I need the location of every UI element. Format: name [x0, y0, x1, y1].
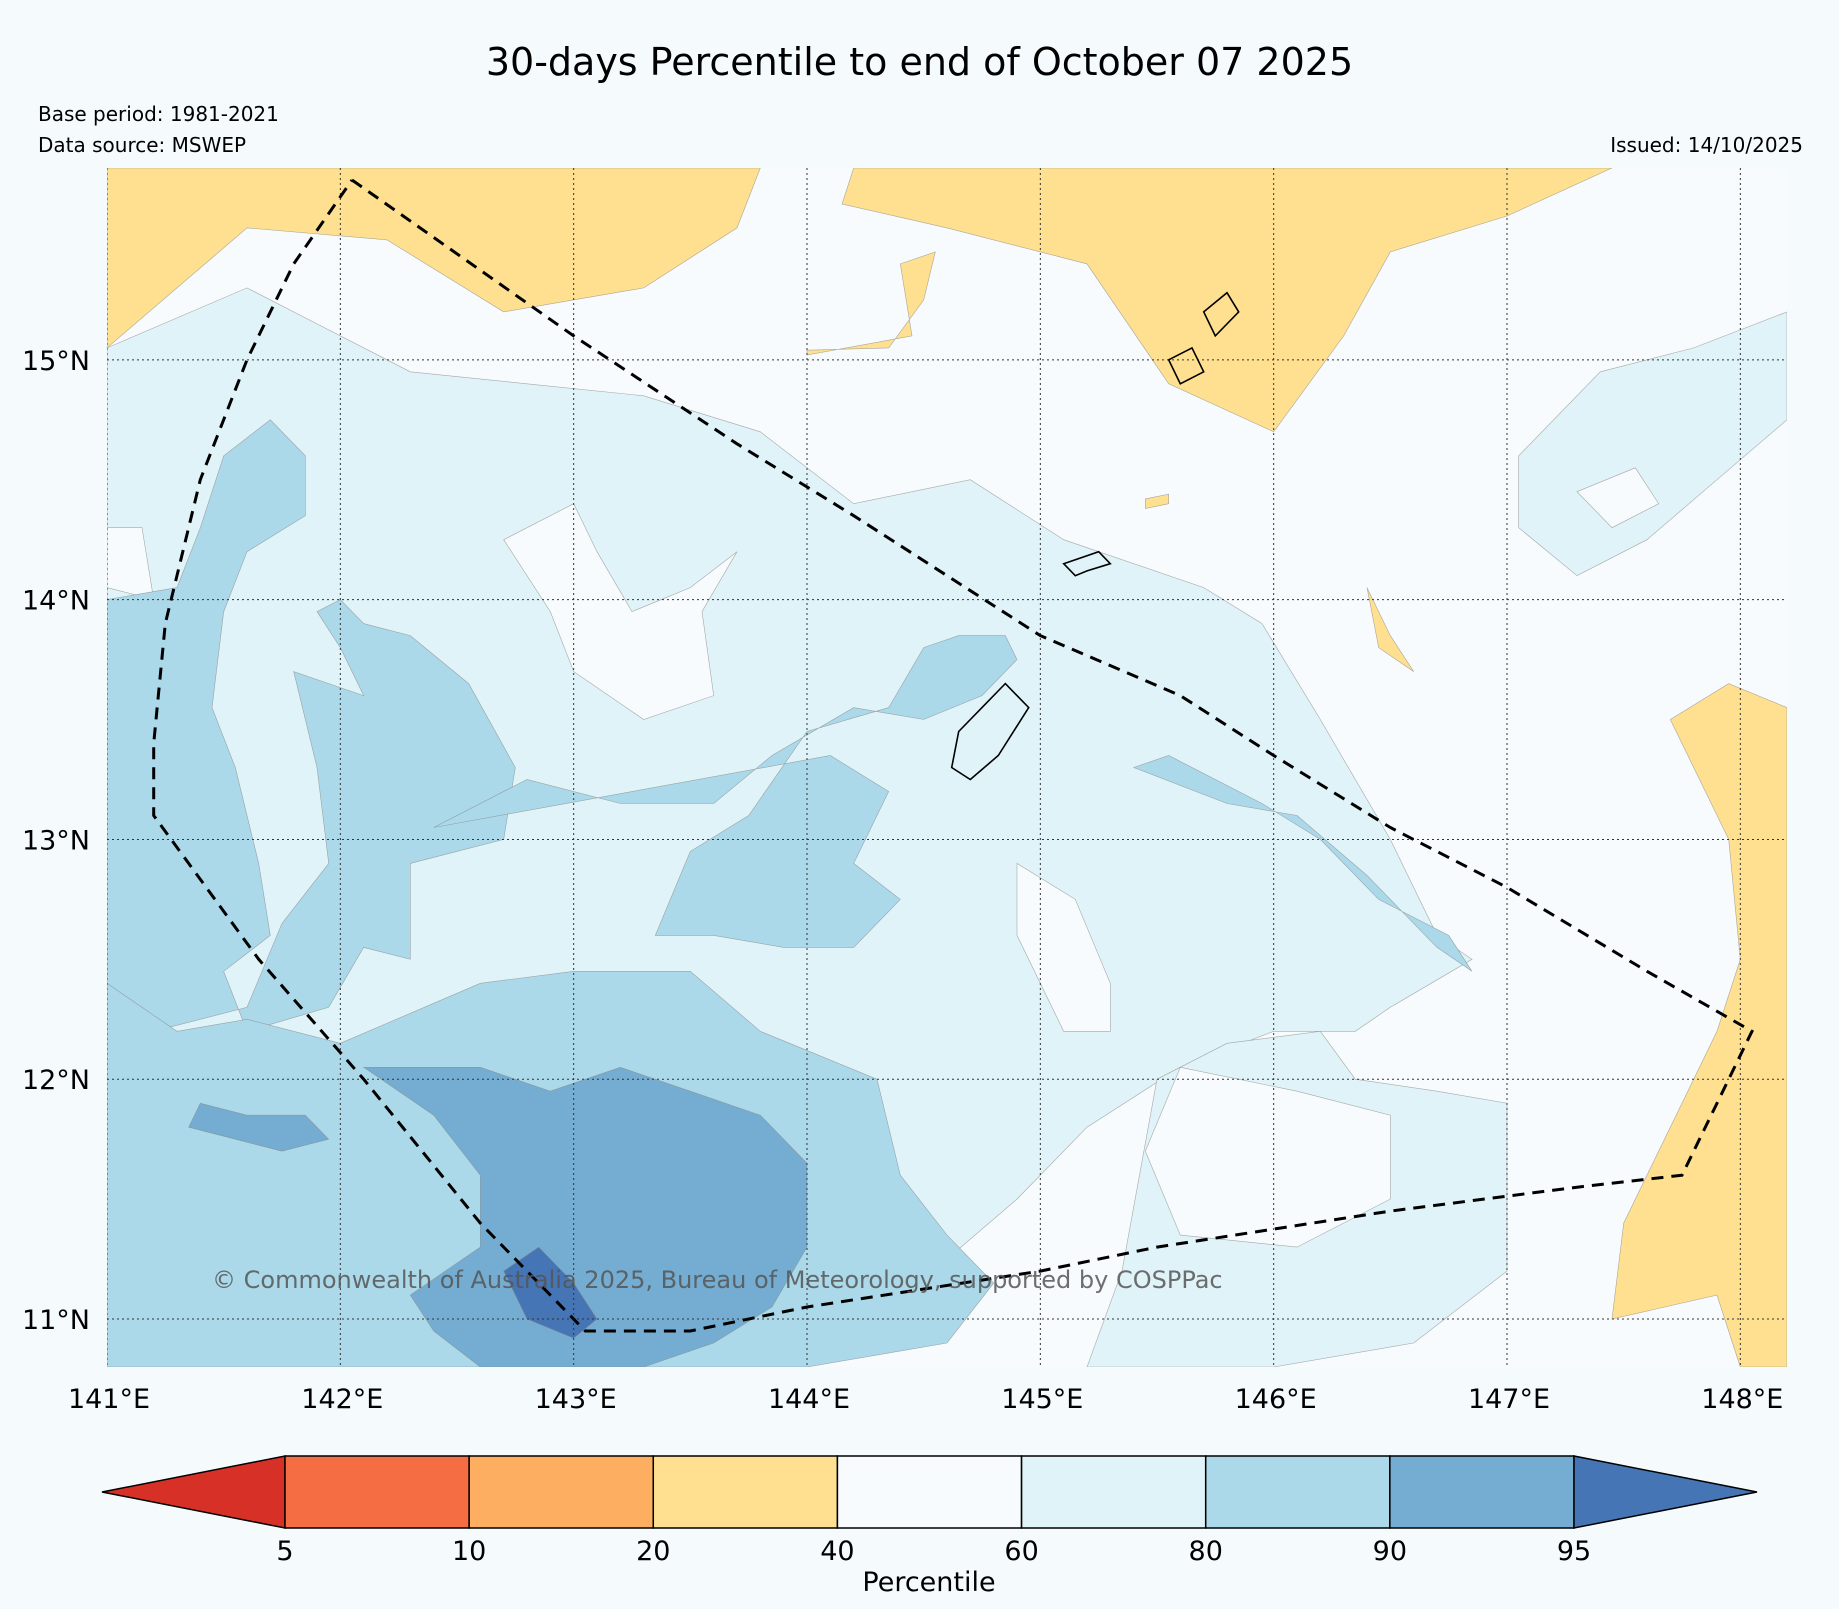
zone-heavy-east: [1132, 755, 1473, 972]
graticule: [107, 168, 1787, 1367]
map-title: 30-days Percentile to end of October 07 …: [485, 40, 1354, 84]
base-period: Base period: 1981-2021: [38, 102, 279, 126]
colorbar-segment: [1204, 1455, 1391, 1529]
colorbar-tick-label: 60: [1004, 1536, 1038, 1567]
colorbar-segment: [836, 1455, 1023, 1529]
zone-very-heavy-south: [188, 1102, 330, 1152]
lat-tick-label: 14°N: [22, 586, 90, 617]
colorbar-tick-label: 90: [1373, 1536, 1407, 1567]
longitude-labels: 141°E 142°E 143°E 144°E 145°E 146°E 147°E 148°E: [68, 1384, 1783, 1415]
region-boundary-dashed: [152, 178, 1754, 1333]
zone-normal-center-east: [1016, 862, 1111, 1032]
issued-date: Issued: 14/10/2025: [1610, 133, 1803, 157]
colorbar-tick-label: 20: [636, 1536, 670, 1567]
zone-dry-patch-east: [1366, 587, 1414, 672]
colorbar-tick-label: 80: [1189, 1536, 1223, 1567]
colorbar-segment: [652, 1455, 839, 1529]
colorbar-extend-high: [1573, 1455, 1758, 1529]
colorbar-segment: [284, 1455, 470, 1529]
colorbar: 5 10 20 40 60 80 90 95: [101, 1455, 1758, 1567]
colorbar-segment: [1389, 1455, 1575, 1529]
colorbar-segment: [468, 1455, 655, 1529]
zone-dry-patch-north-island: [1145, 493, 1169, 509]
colorbar-tick-label: 5: [276, 1536, 293, 1567]
percentile-zones: [107, 168, 1787, 1367]
lon-tick-label: 143°E: [535, 1384, 617, 1415]
colorbar-tick-label: 95: [1557, 1536, 1591, 1567]
lon-tick-label: 142°E: [301, 1384, 383, 1415]
lon-tick-label: 145°E: [1001, 1384, 1083, 1415]
lon-tick-label: 148°E: [1701, 1384, 1783, 1415]
zone-dry-band-north-east: [841, 168, 1613, 433]
lat-tick-label: 11°N: [22, 1305, 90, 1336]
lon-tick-label: 144°E: [768, 1384, 850, 1415]
colorbar-tick-label: 40: [820, 1536, 854, 1567]
lat-tick-label: 13°N: [22, 825, 90, 856]
colorbar-segment: [1020, 1455, 1207, 1529]
colorbar-extend-low: [101, 1455, 286, 1529]
lon-tick-label: 147°E: [1468, 1384, 1550, 1415]
island-saipan: [1202, 291, 1240, 338]
latitude-labels: 15°N 14°N 13°N 12°N 11°N: [22, 346, 90, 1336]
island-aguijan-tinian: [1167, 346, 1205, 385]
plot-area: [107, 168, 1787, 1367]
island-rota: [1062, 550, 1112, 577]
data-source: Data source: MSWEP: [38, 133, 247, 157]
colorbar-tick-label: 10: [452, 1536, 486, 1567]
island-guam: [950, 682, 1030, 781]
zone-heavy-center: [433, 635, 1018, 948]
zone-normal-north-east: [1576, 467, 1660, 529]
lat-tick-label: 12°N: [22, 1065, 90, 1096]
lon-tick-label: 141°E: [68, 1384, 150, 1415]
lon-tick-label: 146°E: [1235, 1384, 1317, 1415]
zone-dry-band-east: [1611, 683, 1787, 1367]
coastlines: [950, 291, 1240, 781]
colorbar-label: Percentile: [862, 1567, 995, 1598]
zone-very-heavy-core: [362, 1066, 808, 1367]
copyright-notice: © Commonwealth of Australia 2025, Bureau…: [212, 1266, 1223, 1294]
zone-heavy-west-strip: [107, 419, 516, 1032]
zone-normal-south-east: [1144, 1066, 1391, 1248]
lat-tick-label: 15°N: [22, 346, 90, 377]
zone-normal-center: [503, 503, 738, 720]
zone-dry-patch-north-central: [806, 251, 936, 356]
zone-dry-band-north: [107, 168, 761, 349]
